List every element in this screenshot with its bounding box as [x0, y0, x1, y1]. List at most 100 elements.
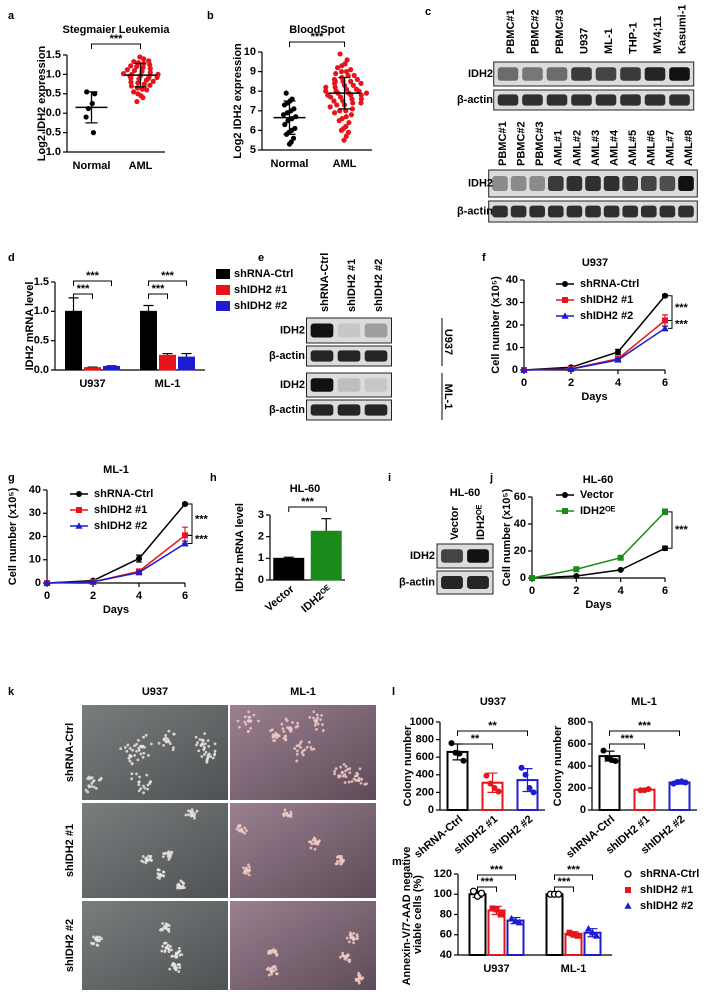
- colony-cell: [312, 716, 315, 720]
- colony-cell: [273, 733, 277, 737]
- chart-title: Stegmaier Leukemia: [63, 24, 171, 36]
- legend-label: shIDH2 #2: [234, 300, 287, 312]
- colony-cell: [289, 812, 293, 816]
- data-point: [584, 924, 593, 932]
- y-tick-label: 10: [506, 341, 518, 353]
- colony-cell: [359, 781, 363, 785]
- data-point: [358, 80, 364, 86]
- lane-label: PBMC#3: [554, 9, 566, 54]
- panel-letter: e: [258, 252, 264, 264]
- colony-cell: [138, 780, 141, 784]
- colony-cell: [336, 855, 339, 859]
- bar: [468, 893, 487, 956]
- data-point: [477, 889, 486, 897]
- sd-bar: [338, 76, 351, 110]
- x-tick-label: 2: [568, 377, 574, 389]
- colony-cell: [203, 753, 206, 756]
- colony-cell: [160, 949, 164, 953]
- row-label: IDH2: [468, 177, 493, 189]
- colony-cell: [246, 730, 250, 733]
- y-tick-label: 80: [440, 908, 452, 920]
- data-point: [327, 104, 333, 110]
- y-axis-label: Colony number: [402, 725, 414, 806]
- colony-cell: [288, 726, 292, 729]
- colony-cell: [135, 772, 138, 776]
- blot-band: [546, 67, 568, 81]
- data-point: [336, 118, 342, 124]
- colony-cell: [213, 749, 217, 753]
- colony-cell: [295, 744, 299, 748]
- legend-label: shRNA-Ctrl: [234, 268, 293, 280]
- colony-cell: [172, 732, 176, 736]
- colony-cell: [275, 954, 279, 957]
- data-point: [131, 67, 138, 74]
- micrograph: [230, 901, 376, 990]
- blot-band: [337, 378, 361, 392]
- data-point: [128, 79, 134, 85]
- lane-label: Vector: [449, 506, 461, 540]
- blot-band: [669, 67, 690, 81]
- data-point: [573, 572, 580, 579]
- colony-cell: [87, 784, 91, 787]
- cell-label: U937: [442, 329, 454, 355]
- colony-cell: [275, 736, 279, 740]
- y-tick-label: 2: [258, 531, 264, 543]
- blot-band: [644, 94, 666, 106]
- lane-label: AML#1: [553, 130, 565, 166]
- blot-band: [364, 378, 388, 392]
- blot-band: [622, 175, 639, 192]
- sd-bar: [283, 100, 296, 135]
- colony-cell: [243, 715, 247, 719]
- y-axis-label: Log2 IDH2 expression: [36, 45, 48, 161]
- colony-cell: [145, 858, 148, 862]
- data-point: [511, 916, 520, 924]
- panel-letter: j: [489, 472, 493, 484]
- y-tick-label: 1.0: [46, 68, 61, 80]
- colony-cell: [249, 726, 253, 730]
- data-point: [334, 102, 340, 108]
- colony-cell: [353, 774, 357, 778]
- colony-cell: [90, 776, 94, 779]
- significance-label: ***: [675, 302, 689, 314]
- blot-band: [659, 175, 676, 192]
- colony-cell: [170, 964, 174, 967]
- significance-bracket: [477, 874, 516, 880]
- blot-band: [310, 323, 334, 338]
- colony-cell: [161, 870, 165, 874]
- panel-letter: g: [8, 472, 15, 484]
- colony-cell: [238, 725, 241, 729]
- legend-marker: [562, 508, 568, 514]
- data-point: [134, 64, 140, 70]
- colony-cell: [181, 886, 185, 889]
- lane-label: shRNA-Ctrl: [319, 253, 331, 312]
- data-point: [343, 133, 349, 139]
- y-tick-label: 400: [568, 760, 586, 772]
- data-point: [358, 96, 364, 102]
- colony-cell: [177, 970, 181, 973]
- blot-band: [510, 175, 527, 192]
- blot-band: [310, 350, 334, 362]
- colony-cell: [243, 832, 247, 835]
- colony-cell: [271, 950, 274, 954]
- colony-cell: [347, 780, 351, 784]
- data-point: [570, 931, 577, 938]
- blot-band: [547, 205, 564, 218]
- colony-cell: [269, 729, 273, 733]
- colony-cell: [149, 780, 152, 783]
- colony-cell: [355, 778, 359, 782]
- y-axis-label: Colony number: [552, 725, 564, 806]
- significance-label: ***: [675, 318, 689, 330]
- data-point: [332, 78, 338, 84]
- colony-cell: [139, 787, 143, 791]
- colony-cell: [99, 776, 103, 780]
- colony-cell: [242, 866, 245, 870]
- colony-cell: [201, 743, 205, 746]
- data-point: [345, 129, 352, 135]
- colony-cell: [204, 750, 208, 754]
- colony-cell: [177, 946, 181, 950]
- data-point: [343, 108, 349, 114]
- colony-cell: [314, 720, 318, 724]
- blot-band: [529, 175, 546, 192]
- data-point: [567, 365, 575, 372]
- blot-band: [571, 94, 592, 106]
